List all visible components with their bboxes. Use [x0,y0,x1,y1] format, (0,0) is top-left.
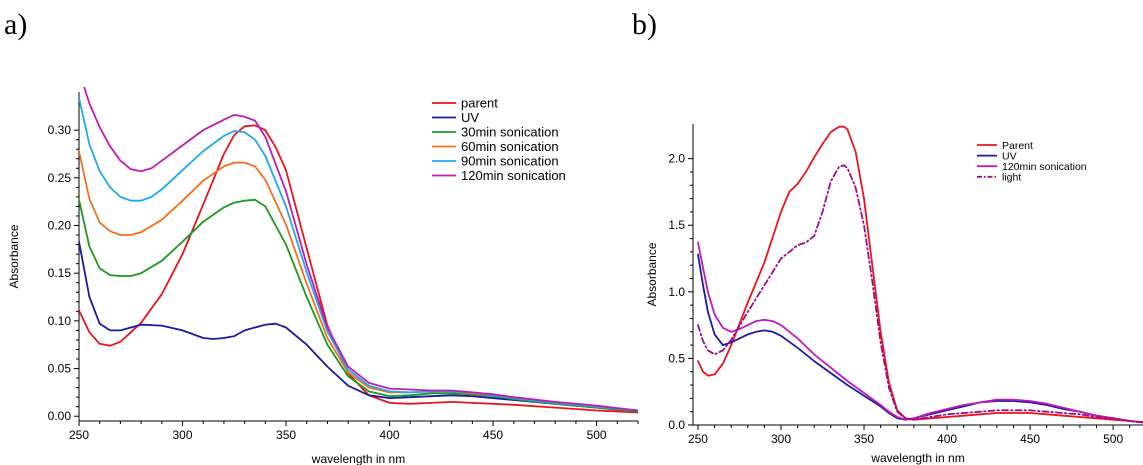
chart-b-y-tick-label: 1.5 [668,218,685,232]
chart-b-y-tick-label: 1.0 [668,285,685,299]
chart-b-series-group [697,125,1143,424]
chart-a-y-tick-label: 0.00 [48,409,72,423]
chart-b-x-tick-label: 500 [1103,432,1123,446]
chart-a-y-axis-title: Absorbance [7,224,21,288]
chart-a-y-tick-label: 0.05 [48,362,72,376]
chart-a-series-line-2 [79,240,638,413]
chart-a-legend-label: parent [461,96,498,111]
chart-a-series-line-4 [79,150,638,412]
chart-a-x-tick-label: 400 [380,428,400,442]
chart-b-series-line-4 [697,164,1143,424]
chart-a-x-tick-label: 350 [276,428,296,442]
chart-a-x-axis-title: wavelength in nm [311,452,405,465]
chart-b: 250 300 350 400 450 500 0.0 0.5 1.0 1.5 2.0 wavelen… [645,124,1143,465]
chart-a-x-tick-label: 250 [69,428,89,442]
chart-b-x-axis-title: wavelength in nm [870,451,964,465]
chart-b-legend-label: UV [1002,150,1017,162]
chart-a-series-group [79,87,638,414]
chart-a-y-tick-label: 0.15 [48,266,72,280]
chart-b-legend-label: 120min sonication [1002,161,1087,173]
chart-b-series-line-3 [697,241,1143,424]
chart-a-y-tick-label: 0.20 [48,219,72,233]
chart-a-x-tick-label: 450 [483,428,503,442]
chart-b-y-axis-title: Absorbance [645,242,659,306]
chart-b-y-tick-label: 2.0 [668,152,685,166]
panel-label-a: a) [4,8,28,41]
chart-a-y-tick-label: 0.30 [48,123,72,137]
chart-a-legend-label: 90min sonication [461,154,559,169]
chart-a-y-tick-label: 0.10 [48,314,72,328]
chart-a-legend-label: 30min sonication [461,125,559,140]
chart-a-legend-label: 120min sonication [461,168,566,183]
chart-a-legend-label: UV [461,110,479,125]
chart-b-legend-label: light [1002,172,1021,184]
panel-label-b: b) [632,8,657,41]
chart-b-x-tick-label: 400 [937,432,957,446]
chart-a-x-tick-label: 500 [587,428,607,442]
chart-a-series-line-3 [79,198,638,413]
chart-b-x-tick-label: 350 [854,432,874,446]
chart-a-legend-label: 60min sonication [461,139,559,154]
chart-b-x-tick-label: 250 [688,432,708,446]
chart-a-series-line-6 [83,87,638,412]
chart-b-series-line-2 [697,253,1143,424]
chart-b-legend-label: Parent [1002,140,1033,152]
chart-b-y-tick-label: 0.5 [668,351,685,365]
chart-a-y-tick-label: 0.25 [48,171,72,185]
chart-b-x-tick-label: 450 [1020,432,1040,446]
chart-a: 250 300 350 400 450 500 0.00 0.05 0.10 0.15 0.20 0.… [7,87,639,465]
chart-b-y-tick-label: 0.0 [668,418,685,432]
chart-b-x-tick-label: 300 [771,432,791,446]
chart-a-x-tick-label: 300 [173,428,193,442]
chart-b-series-line-1 [697,125,1143,424]
